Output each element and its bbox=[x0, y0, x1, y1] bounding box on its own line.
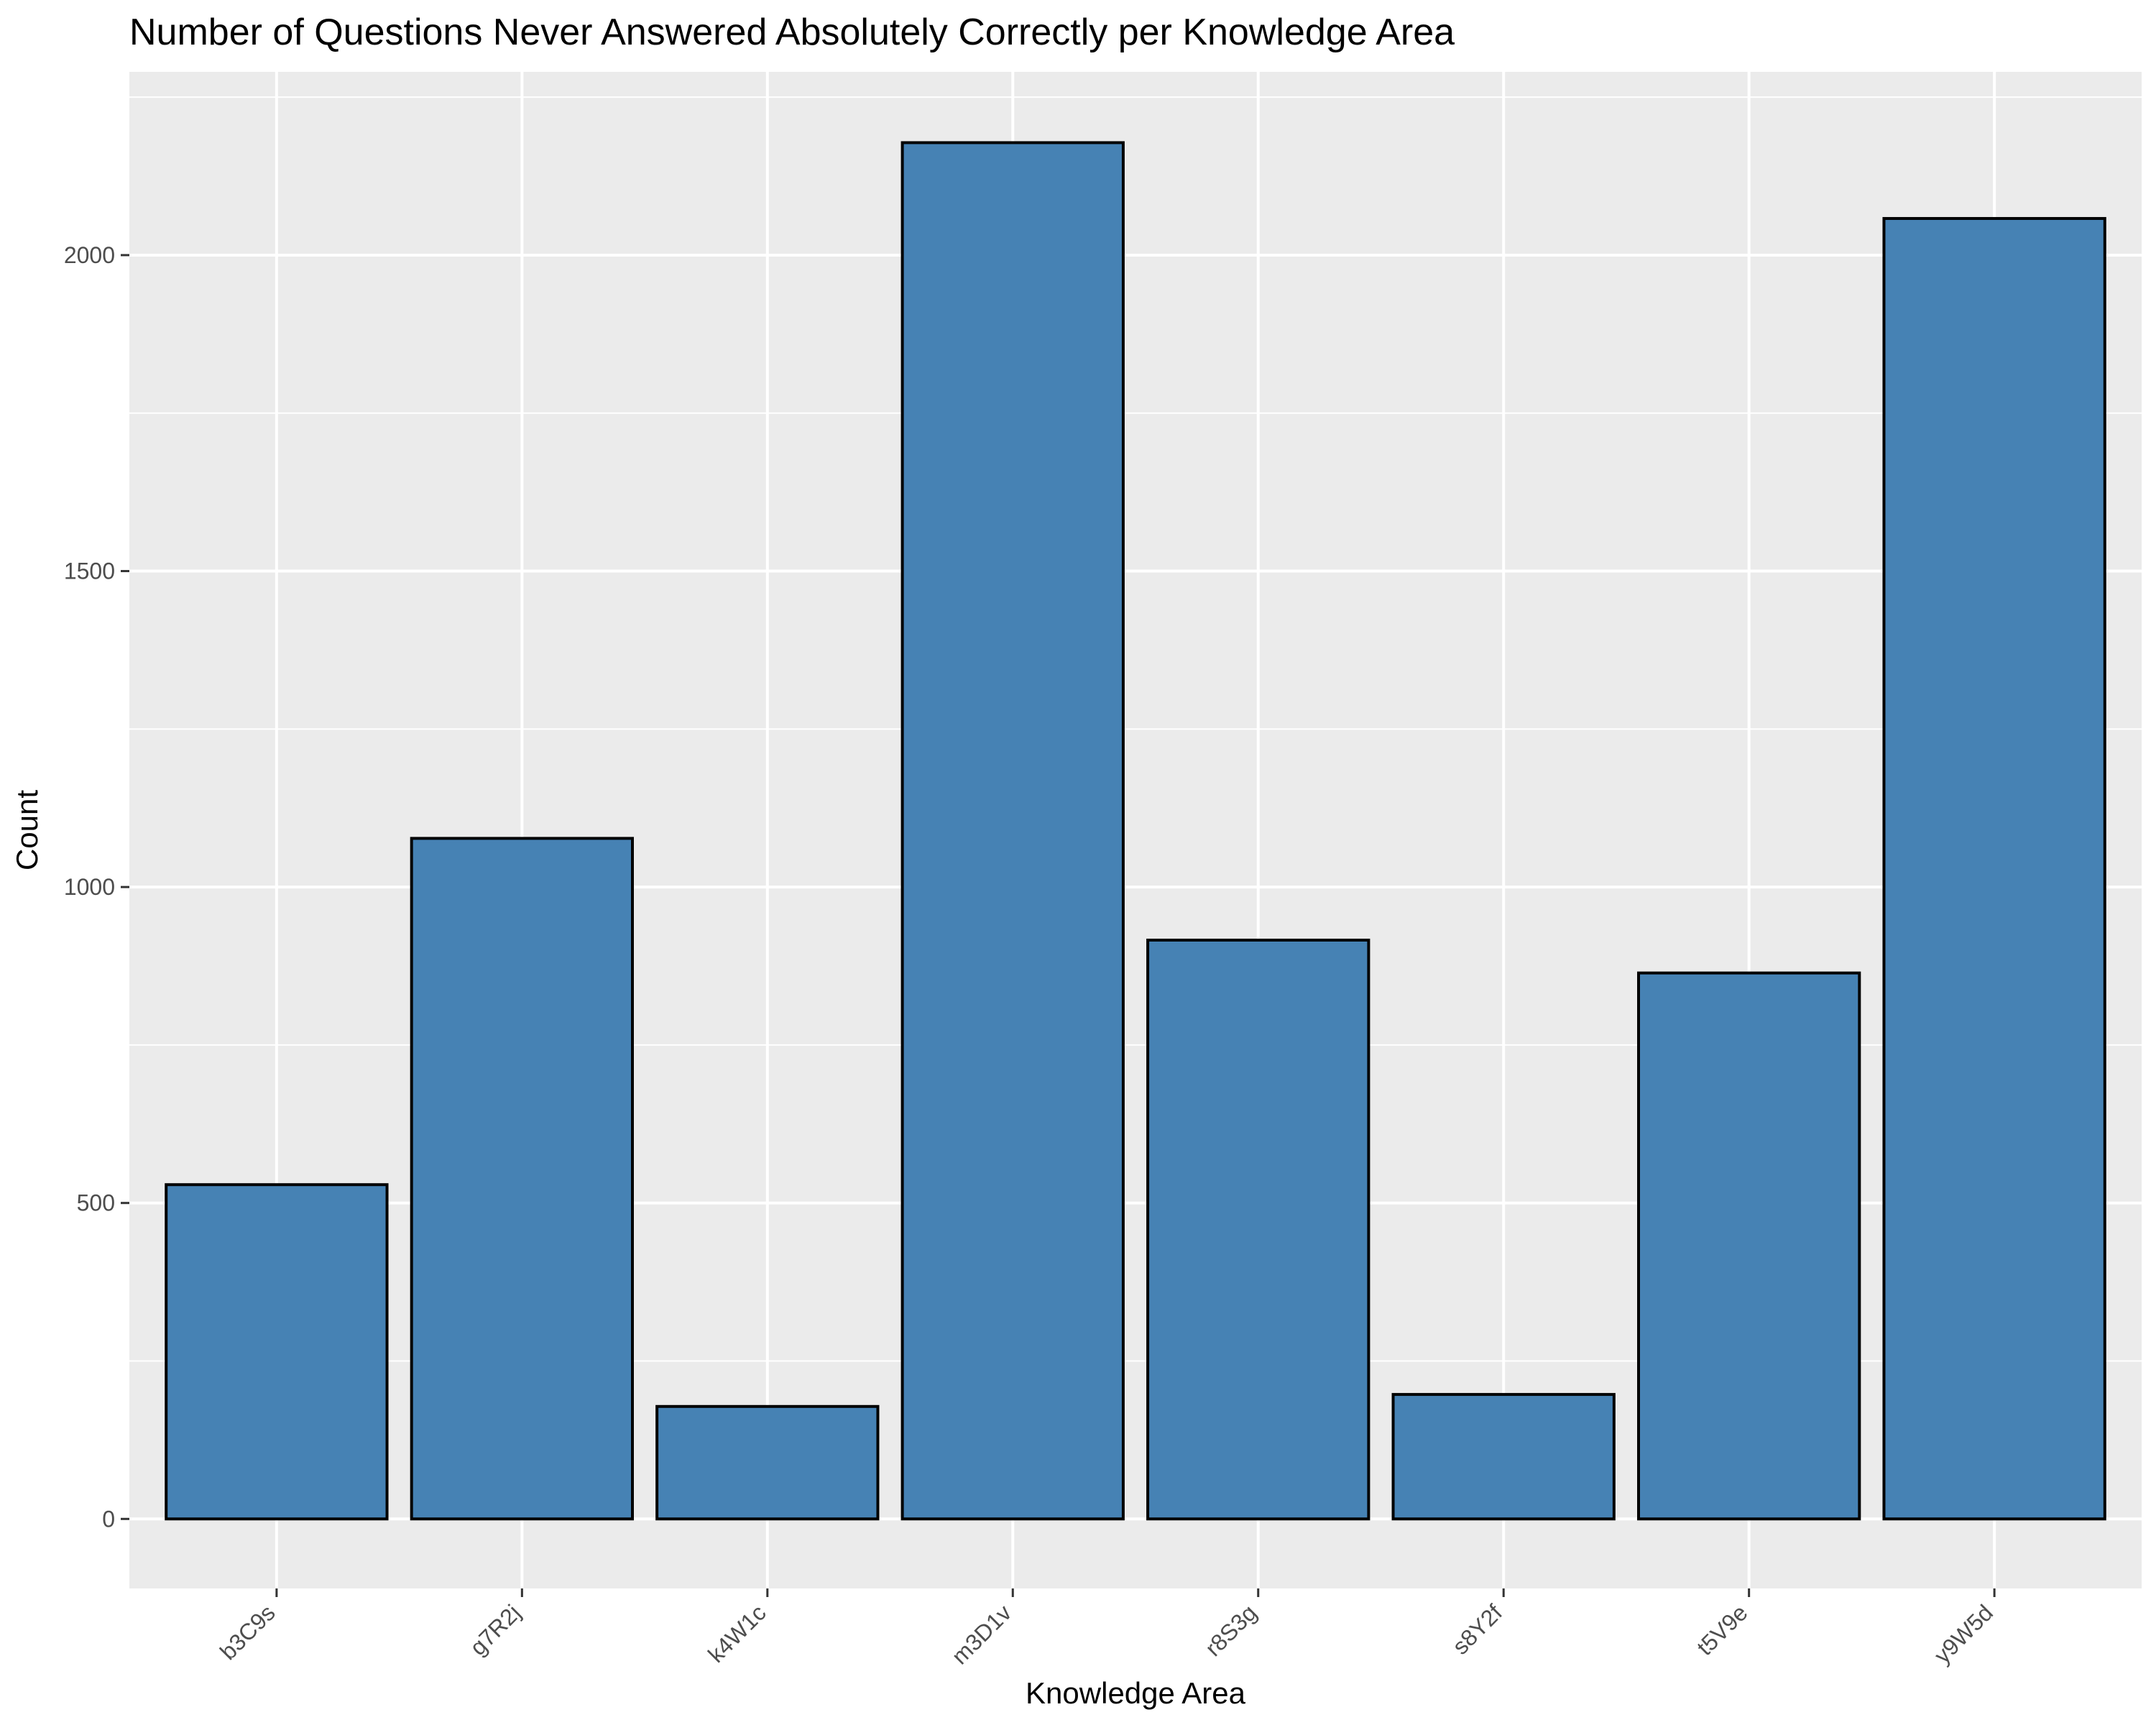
y-axis: 0 500 1000 1500 2000 bbox=[64, 242, 129, 1532]
x-tick-label: k4W1c bbox=[703, 1599, 771, 1668]
x-tick-label: t5V9e bbox=[1692, 1599, 1753, 1660]
y-tick-label: 500 bbox=[77, 1190, 115, 1216]
x-tick-label: b3C9s bbox=[215, 1599, 280, 1665]
x-tick-label: g7R2j bbox=[465, 1599, 526, 1660]
bar-m3D1v bbox=[900, 141, 1125, 1521]
bar-s8Y2f bbox=[1391, 1393, 1616, 1521]
x-tick-label: s8Y2f bbox=[1447, 1599, 1507, 1659]
x-tick-label: y9W5d bbox=[1929, 1599, 1998, 1668]
bar-g7R2j bbox=[410, 837, 634, 1521]
x-tick-label: m3D1v bbox=[946, 1599, 1016, 1669]
x-tick-label: r8S3g bbox=[1200, 1599, 1262, 1661]
bar-y9W5d bbox=[1882, 216, 2106, 1521]
x-axis: b3C9s g7R2j k4W1c m3D1v r8S3g s8Y2f t5V9e y9W5d bbox=[215, 1588, 1998, 1670]
y-axis-title: Count bbox=[10, 790, 44, 870]
y-tick-label: 1500 bbox=[64, 558, 115, 584]
y-tick-label: 1000 bbox=[64, 874, 115, 900]
bar-b3C9s bbox=[165, 1183, 389, 1521]
y-tick-label: 2000 bbox=[64, 242, 115, 268]
x-axis-title: Knowledge Area bbox=[1026, 1676, 1246, 1710]
bars-group bbox=[165, 141, 2106, 1521]
chart-title: Number of Questions Never Answered Absol… bbox=[129, 12, 1455, 53]
bar-r8S3g bbox=[1146, 938, 1370, 1521]
bar-t5V9e bbox=[1637, 971, 1861, 1521]
y-tick-label: 0 bbox=[102, 1506, 115, 1532]
bar-k4W1c bbox=[655, 1404, 880, 1521]
